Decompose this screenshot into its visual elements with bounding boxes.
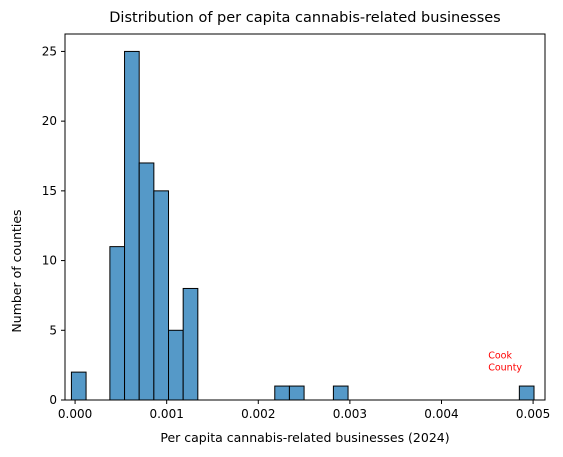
histogram-bar [70,371,87,401]
histogram-bar [109,246,126,401]
x-tick-label: 0.005 [516,407,550,421]
histogram-bar [332,385,349,401]
x-axis-ticks: 0.000 0.001 0.002 0.003 0.004 0.005 [58,400,550,421]
y-axis-ticks: 0 5 10 15 20 25 [42,44,65,407]
x-tick-label: 0.002 [241,407,275,421]
histogram-bar [274,385,290,401]
x-tick-label: 0.000 [58,407,92,421]
y-axis-label: Number of counties [9,209,24,332]
histogram-bar [288,385,305,401]
x-tick-label: 0.003 [333,407,367,421]
histogram-bar [138,162,155,401]
y-tick-label: 0 [49,393,57,407]
y-tick-label: 15 [42,184,57,198]
x-tick-label: 0.004 [424,407,458,421]
histogram-bar [124,50,140,401]
histogram-bar [168,329,184,401]
histogram-bar [182,287,199,401]
annotation-label: Cook [488,351,512,362]
y-tick-label: 20 [42,114,57,128]
histogram-bar [518,385,535,401]
x-axis-label: Per capita cannabis-related businesses (… [160,430,449,445]
y-tick-label: 25 [42,44,57,58]
plot-frame [64,33,546,401]
histogram-bar [153,190,170,401]
y-tick-label: 10 [42,254,57,268]
x-tick-label: 0.001 [149,407,183,421]
y-tick-label: 5 [49,323,57,337]
chart-title: Distribution of per capita cannabis-rela… [109,10,500,26]
bars-group [70,50,535,401]
annotation-label: County [488,363,522,374]
